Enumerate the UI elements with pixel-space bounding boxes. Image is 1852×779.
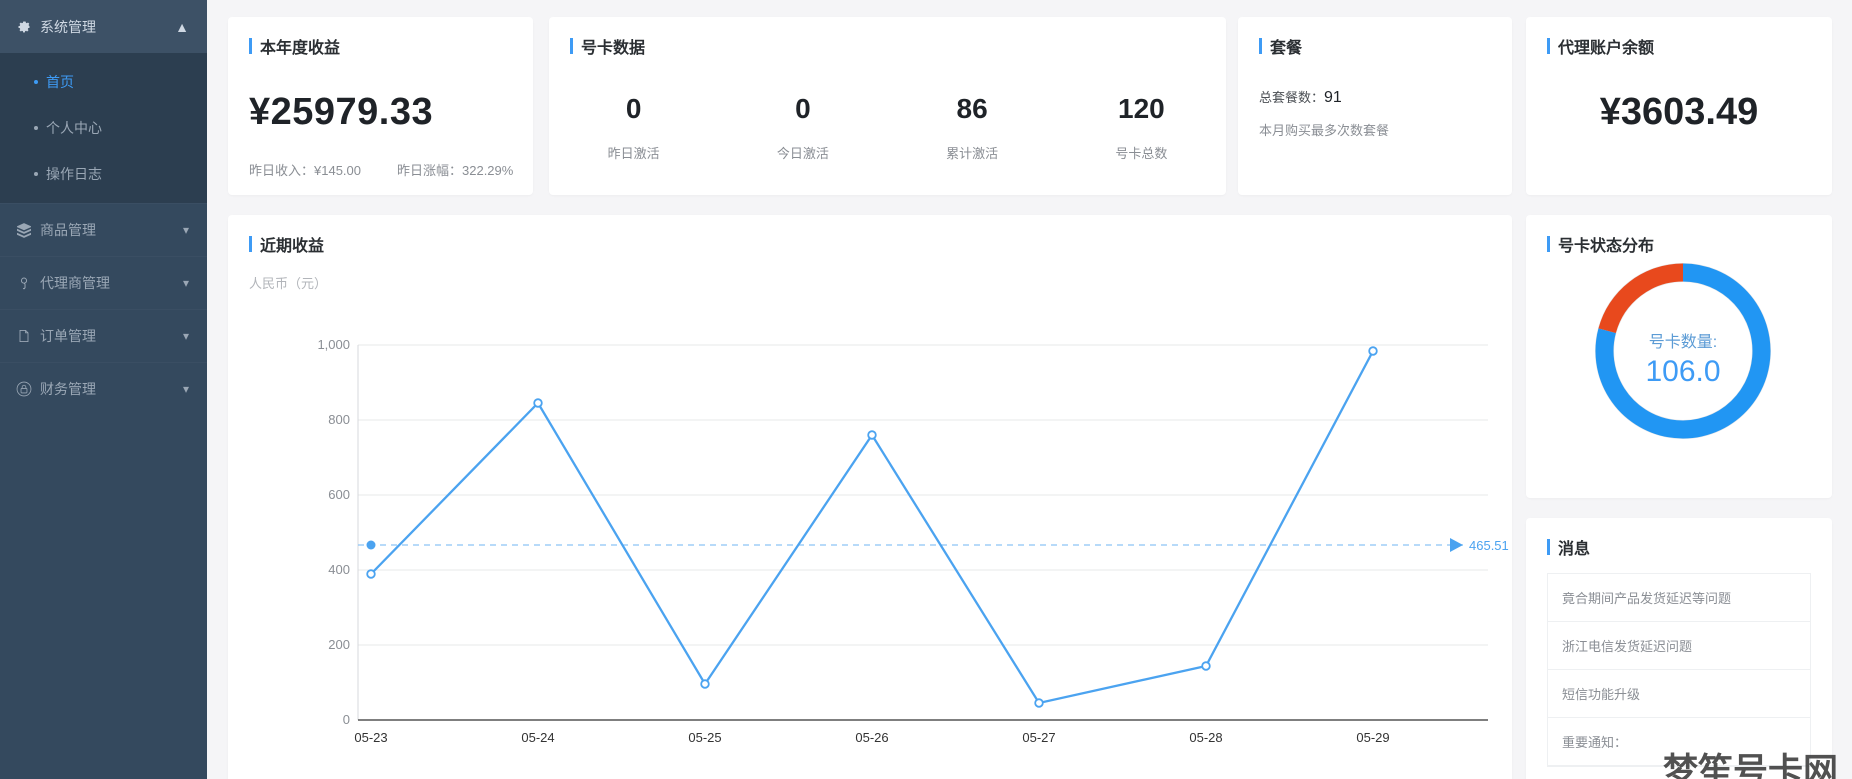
svg-text:05-27: 05-27: [1022, 730, 1055, 745]
svg-text:05-24: 05-24: [521, 730, 554, 745]
svg-text:106.0: 106.0: [1645, 355, 1720, 388]
svg-text:05-23: 05-23: [354, 730, 387, 745]
svg-text:1,000: 1,000: [317, 337, 350, 352]
svg-text:05-26: 05-26: [855, 730, 888, 745]
svg-text:400: 400: [328, 562, 350, 577]
svg-text:05-29: 05-29: [1356, 730, 1389, 745]
svg-text:600: 600: [328, 487, 350, 502]
svg-text:800: 800: [328, 412, 350, 427]
svg-text:号卡数量:: 号卡数量:: [1649, 333, 1717, 351]
svg-text:05-25: 05-25: [688, 730, 721, 745]
svg-text:200: 200: [328, 637, 350, 652]
svg-text:05-28: 05-28: [1189, 730, 1222, 745]
svg-text:0: 0: [343, 712, 350, 727]
svg-text:465.51: 465.51: [1469, 538, 1509, 553]
